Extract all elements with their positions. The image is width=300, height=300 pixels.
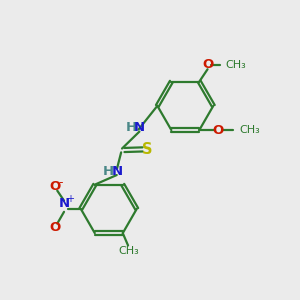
Text: N: N: [134, 121, 145, 134]
Text: H: H: [126, 121, 137, 134]
Text: O: O: [50, 220, 61, 234]
Text: +: +: [66, 194, 74, 204]
Text: N: N: [112, 165, 123, 178]
Text: H: H: [103, 165, 114, 178]
Text: -: -: [59, 176, 63, 190]
Text: O: O: [213, 124, 224, 136]
Text: N: N: [59, 197, 70, 210]
Text: O: O: [202, 58, 213, 71]
Text: CH₃: CH₃: [239, 125, 260, 135]
Text: CH₃: CH₃: [118, 246, 139, 256]
Text: S: S: [142, 142, 153, 157]
Text: O: O: [50, 180, 61, 193]
Text: CH₃: CH₃: [225, 59, 246, 70]
